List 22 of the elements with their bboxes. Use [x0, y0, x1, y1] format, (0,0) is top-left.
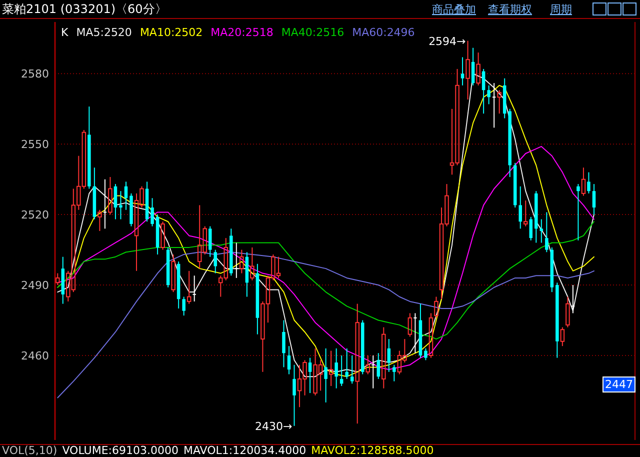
annotation: 2430→	[255, 420, 292, 433]
y-tick-label: 2550	[21, 138, 49, 152]
text: MA20:2518	[210, 26, 274, 39]
text: 周期	[550, 3, 572, 16]
text: MA40:2516	[281, 26, 344, 39]
text: K	[61, 26, 69, 39]
text: MA10:2502	[140, 26, 203, 39]
annotation: 2594→	[428, 34, 466, 48]
text: MAVOL1:120034.4000	[183, 444, 306, 457]
y-tick-label: 2490	[21, 279, 49, 292]
y-tick-label: 2580	[21, 68, 49, 81]
text: MA5:2520	[76, 26, 132, 39]
y-tick-label: 2460	[21, 349, 49, 362]
text: 2447	[605, 378, 633, 391]
text: VOLUME:69103.0000	[62, 444, 178, 457]
text: 商品叠加	[432, 3, 476, 16]
y-tick-label: 2520	[21, 208, 49, 222]
text: 查看期权	[488, 3, 532, 16]
text: MAVOL2:128588.5000	[311, 444, 434, 457]
text: VOL(5,10)	[2, 444, 58, 457]
text: MA60:2496	[352, 26, 415, 39]
chart-title: 菜粕2101 (033201)〈60分〉	[2, 2, 167, 16]
